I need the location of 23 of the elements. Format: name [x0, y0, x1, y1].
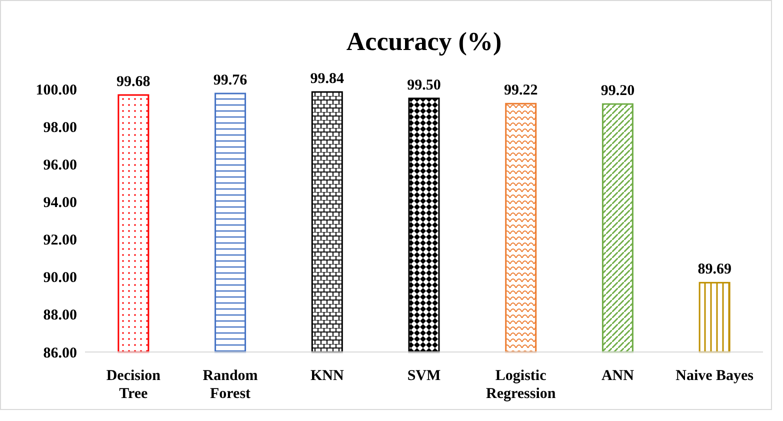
x-tick-label: Random Forest — [202, 368, 258, 402]
data-label: 89.69 — [698, 262, 732, 278]
x-tick-label: KNN — [310, 368, 344, 384]
data-label: 99.76 — [213, 72, 248, 89]
y-tick-label: 96.00 — [43, 157, 77, 174]
y-tick-label: 86.00 — [43, 345, 77, 362]
x-tick-label: Logistic Regression — [486, 368, 556, 402]
x-tick-label: Naive Bayes — [676, 368, 754, 384]
x-tick-label: Decision Tree — [106, 368, 162, 402]
data-label: 99.68 — [116, 74, 150, 90]
y-tick-label: 94.00 — [43, 194, 77, 211]
y-tick-label: 100.00 — [36, 82, 77, 98]
data-label: 99.50 — [407, 77, 441, 94]
chart-title: Accuracy (%) — [346, 27, 502, 56]
data-label: 99.84 — [310, 71, 345, 88]
y-tick-label: 90.00 — [43, 270, 77, 286]
y-tick-label: 92.00 — [43, 232, 77, 249]
data-label: 99.20 — [600, 83, 635, 100]
x-tick-label: ANN — [601, 368, 634, 384]
y-tick-label: 98.00 — [43, 120, 77, 136]
y-tick-label: 88.00 — [43, 308, 77, 324]
data-label: 99.22 — [504, 82, 538, 99]
x-tick-label: SVM — [407, 368, 441, 384]
